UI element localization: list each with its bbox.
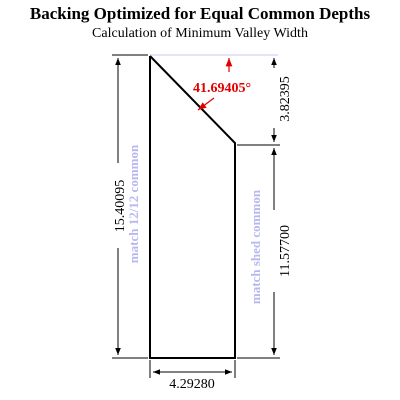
drop-label: 3.82395 bbox=[278, 76, 293, 122]
right-height-label: 11.57700 bbox=[278, 225, 293, 277]
width-label: 4.29280 bbox=[169, 377, 215, 392]
backing-outline bbox=[149, 55, 236, 359]
diagram-subtitle: Calculation of Minimum Valley Width bbox=[92, 26, 308, 41]
diagram-title: Backing Optimized for Equal Common Depth… bbox=[29, 4, 371, 23]
angle-arrow-bottom bbox=[197, 97, 215, 111]
right-side-label: match shed common bbox=[248, 189, 263, 304]
left-height-label: 15.40095 bbox=[113, 180, 128, 233]
angle-label: 41.69405° bbox=[193, 81, 251, 96]
left-side-label: match 12/12 common bbox=[126, 144, 141, 263]
